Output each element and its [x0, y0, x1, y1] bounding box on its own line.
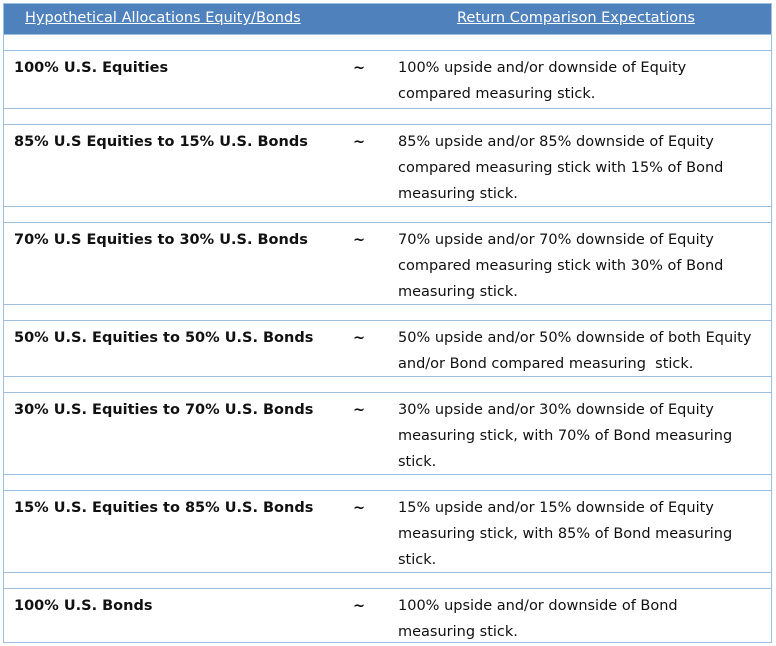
table-row: 70% U.S Equities to 30% U.S. Bonds ~ 70%… — [4, 222, 771, 304]
row-spacer — [4, 572, 771, 588]
allocation-table: Hypothetical Allocations Equity/Bonds Re… — [3, 3, 772, 643]
allocation-label: 100% U.S. Equities — [14, 60, 169, 76]
separator-tilde: ~ — [353, 598, 366, 614]
expectation-text: 85% upside and/or 85% downside of Equity… — [398, 129, 770, 207]
row-spacer — [4, 376, 771, 392]
expectation-text: 70% upside and/or 70% downside of Equity… — [398, 227, 770, 305]
expectation-line: 100% upside and/or downside of Equity — [398, 60, 687, 76]
allocations-column-header: Hypothetical Allocations Equity/Bonds — [25, 10, 301, 26]
separator-tilde: ~ — [353, 500, 366, 516]
expectation-line: stick. — [398, 454, 437, 470]
expectation-text: 100% upside and/or downside of Equity co… — [398, 55, 770, 107]
table-row: 30% U.S. Equities to 70% U.S. Bonds ~ 30… — [4, 392, 771, 474]
expectation-text: 15% upside and/or 15% downside of Equity… — [398, 495, 770, 573]
expectation-line: 15% upside and/or 15% downside of Equity — [398, 500, 714, 516]
row-spacer — [4, 304, 771, 320]
expectation-line: 50% upside and/or 50% downside of both E… — [398, 330, 752, 346]
table-row: 85% U.S Equities to 15% U.S. Bonds ~ 85%… — [4, 124, 771, 206]
allocation-label: 70% U.S Equities to 30% U.S. Bonds — [14, 232, 308, 248]
table-header: Hypothetical Allocations Equity/Bonds Re… — [4, 4, 771, 34]
allocation-label: 85% U.S Equities to 15% U.S. Bonds — [14, 134, 308, 150]
allocation-label: 50% U.S. Equities to 50% U.S. Bonds — [14, 330, 314, 346]
row-spacer — [4, 206, 771, 222]
expectation-line: measuring stick, with 85% of Bond measur… — [398, 526, 733, 542]
expectation-line: compared measuring stick with 15% of Bon… — [398, 160, 724, 176]
expectation-text: 100% upside and/or downside of Bond meas… — [398, 593, 770, 645]
row-spacer — [4, 34, 771, 50]
expectation-text: 30% upside and/or 30% downside of Equity… — [398, 397, 770, 475]
separator-tilde: ~ — [353, 134, 366, 150]
expectation-line: stick. — [398, 552, 437, 568]
expectation-text: 50% upside and/or 50% downside of both E… — [398, 325, 770, 377]
expectation-line: 30% upside and/or 30% downside of Equity — [398, 402, 714, 418]
separator-tilde: ~ — [353, 402, 366, 418]
expectation-line: compared measuring stick. — [398, 86, 596, 102]
expectations-column-header: Return Comparison Expectations — [457, 10, 695, 26]
separator-tilde: ~ — [353, 330, 366, 346]
expectation-line: compared measuring stick with 30% of Bon… — [398, 258, 724, 274]
allocation-label: 15% U.S. Equities to 85% U.S. Bonds — [14, 500, 314, 516]
expectation-line: measuring stick. — [398, 186, 518, 202]
expectation-line: measuring stick. — [398, 284, 518, 300]
separator-tilde: ~ — [353, 60, 366, 76]
expectation-line: 70% upside and/or 70% downside of Equity — [398, 232, 714, 248]
separator-tilde: ~ — [353, 232, 366, 248]
row-spacer — [4, 474, 771, 490]
expectation-line: 85% upside and/or 85% downside of Equity — [398, 134, 714, 150]
allocation-label: 30% U.S. Equities to 70% U.S. Bonds — [14, 402, 314, 418]
table-row: 100% U.S. Equities ~ 100% upside and/or … — [4, 50, 771, 108]
allocation-label: 100% U.S. Bonds — [14, 598, 153, 614]
expectation-line: measuring stick, with 70% of Bond measur… — [398, 428, 733, 444]
expectation-line: 100% upside and/or downside of Bond — [398, 598, 678, 614]
table-row: 15% U.S. Equities to 85% U.S. Bonds ~ 15… — [4, 490, 771, 572]
table-row: 100% U.S. Bonds ~ 100% upside and/or dow… — [4, 588, 771, 642]
table-row: 50% U.S. Equities to 50% U.S. Bonds ~ 50… — [4, 320, 771, 376]
row-spacer — [4, 108, 771, 124]
expectation-line: measuring stick. — [398, 624, 518, 640]
expectation-line: and/or Bond compared measuring stick. — [398, 356, 694, 372]
